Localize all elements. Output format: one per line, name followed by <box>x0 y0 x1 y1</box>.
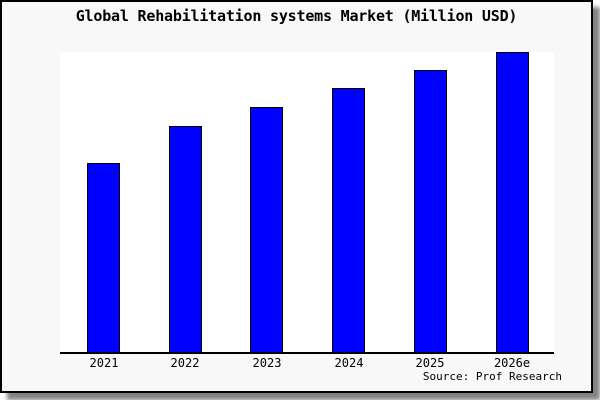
source-credit: Source: Prof Research <box>422 370 562 383</box>
bar-2024 <box>332 88 365 352</box>
x-tick-label-2023: 2023 <box>252 356 282 370</box>
x-tick-label-2024: 2024 <box>334 356 364 370</box>
bar-2023 <box>250 107 283 352</box>
bar-2021 <box>87 163 120 352</box>
chart-canvas: Global Rehabilitation systems Market (Mi… <box>0 0 593 393</box>
x-tick-label-2025: 2025 <box>415 356 445 370</box>
bar-2025 <box>414 70 447 352</box>
bar-2022 <box>169 126 202 352</box>
plot-area <box>60 52 554 354</box>
bar-2026e <box>496 52 529 352</box>
x-tick-label-2022: 2022 <box>170 356 200 370</box>
x-tick-label-2026e: 2026e <box>493 356 531 370</box>
x-tick-label-2021: 2021 <box>89 356 119 370</box>
chart-title: Global Rehabilitation systems Market (Mi… <box>75 7 518 25</box>
